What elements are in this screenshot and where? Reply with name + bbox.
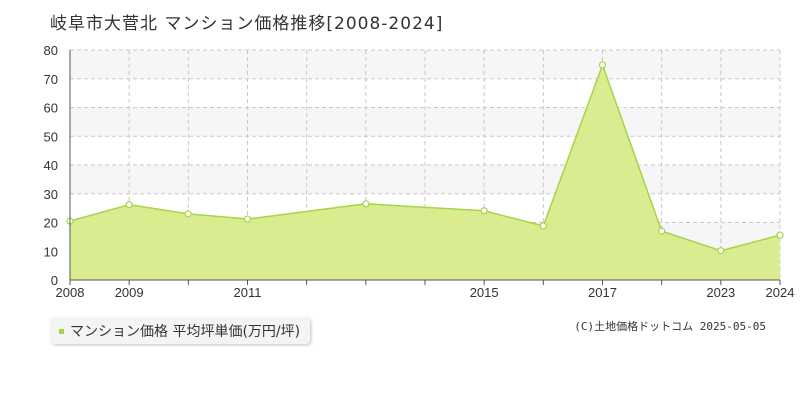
x-tick-label: 2023 [706,285,735,300]
data-point [776,231,784,239]
data-point [539,222,547,230]
legend-label: マンション価格 平均坪単価(万円/坪) [70,324,301,340]
y-tick-label: 0 [51,273,58,288]
y-tick-label: 60 [44,101,58,116]
data-point [125,201,133,209]
data-point [658,227,666,235]
series-area [70,64,780,280]
data-point [362,200,370,208]
x-tick-label: 2024 [766,285,795,300]
y-tick-label: 10 [44,244,58,259]
x-tick-label: 2017 [588,285,617,300]
data-point [480,207,488,215]
x-tick-label: 2015 [470,285,499,300]
x-tick-label: 2008 [56,285,85,300]
x-tick-label: 2011 [234,285,262,300]
chart-title: 岐阜市大菅北 マンション価格推移[2008-2024] [50,14,444,34]
data-point [717,247,725,255]
y-tick-label: 40 [44,158,58,173]
y-tick-label: 70 [44,72,58,87]
data-point [243,215,252,223]
y-tick-label: 50 [44,129,58,144]
legend: マンション価格 平均坪単価(万円/坪) [51,318,311,344]
copyright-text: (C)土地価格ドットコム 2025-05-05 [574,320,766,333]
y-tick-label: 20 [44,216,58,231]
y-tick-label: 30 [44,187,58,202]
y-tick-label: 80 [44,43,58,58]
legend-swatch [59,328,64,334]
data-point [598,61,607,69]
data-point [184,210,192,218]
x-tick-label: 2009 [115,285,144,300]
